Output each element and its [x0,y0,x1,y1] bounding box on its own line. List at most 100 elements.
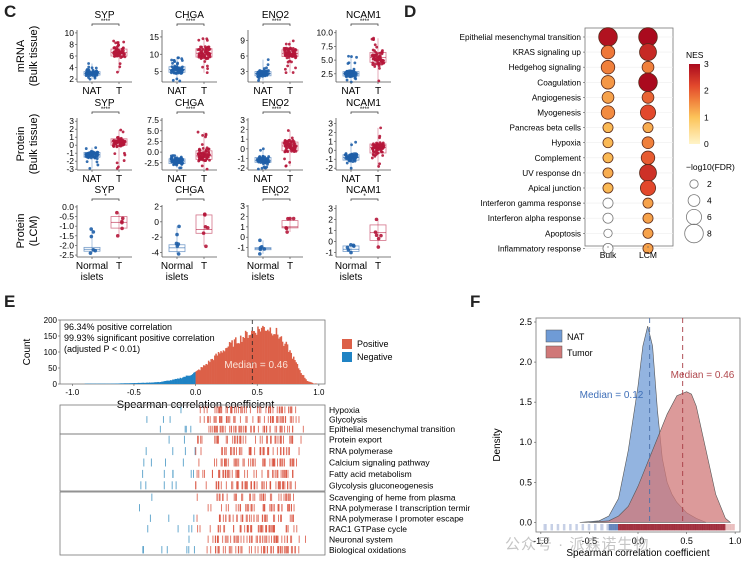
legend-swatch [545,329,563,343]
data-point [344,72,348,76]
data-point [291,47,295,50]
data-point [378,54,382,58]
x-tick-label: -0.5 [582,536,598,546]
data-point [287,42,291,46]
histogram-bar [200,367,203,384]
histogram-bar [120,383,122,384]
x-tick-label: T [375,261,381,272]
histogram-bar [167,380,169,384]
data-point [259,148,262,152]
x-tick-label: -1.0 [533,536,549,546]
y-tick-label: 7.5 [321,41,333,51]
data-point [257,159,261,163]
data-point [171,78,175,82]
legend-swatch [342,352,352,362]
y-tick-label: 3 [240,201,245,211]
histogram-bar [195,371,198,384]
y-tick-label: 1 [240,134,245,144]
histogram-bar [259,331,262,384]
data-point [373,230,378,234]
data-point [177,157,181,161]
histogram-bar [257,326,259,384]
data-point [382,59,385,63]
box [281,220,299,229]
data-point [197,38,201,42]
x-tick-label: NAT [253,86,272,97]
y-tick-label: 3 [328,118,333,128]
histogram-bar [122,383,125,384]
y-tick-label: 0 [154,217,159,227]
y-tick-label: 2.0 [519,357,532,367]
histogram-bar [221,352,223,384]
data-point [285,56,289,60]
histogram-bar [246,332,248,384]
panel-title: CHGA [175,10,204,21]
x-tick-label: Normal [76,261,108,272]
y-tick-label: 2 [154,202,159,212]
significance-bracket [176,111,205,114]
x-tick-label: T [375,174,381,185]
histogram-bar [228,342,231,384]
y-tick-label: 0.0 [147,147,159,157]
histogram-bar [264,330,267,384]
data-point [347,54,350,58]
histogram-bar [255,334,258,384]
histogram-bar [311,382,313,384]
data-point [372,38,375,42]
x-tick-label: T [201,174,207,185]
data-point [177,56,180,60]
dot [642,212,654,224]
data-point [115,46,119,49]
histogram-bar [117,383,120,384]
panel-title: ENO2 [262,98,290,109]
data-point [376,245,381,249]
histogram-bar [186,375,189,384]
data-point [350,143,353,147]
histogram-bar [136,383,138,384]
y-tick-label: 1.0 [519,437,532,447]
histogram-bar [172,379,174,384]
histogram-bar [204,365,206,384]
dot [641,136,655,150]
histogram-bar [119,383,121,384]
data-point [265,165,269,169]
histogram-bar [215,353,217,384]
data-point [170,58,174,62]
histogram-bar [307,381,310,384]
data-point [200,143,204,146]
y-tick-label: -1 [325,248,333,258]
panel-title: CHGA [175,98,204,109]
histogram-bar [291,358,294,384]
dot [639,104,656,121]
data-point [119,128,123,132]
histogram-bar [226,347,228,384]
histogram-bar [137,382,140,384]
y-tick-label: 3 [240,115,245,125]
histogram-bar [262,325,264,384]
data-point [205,225,210,230]
histogram-bar [230,342,232,384]
histogram-bar [179,377,182,384]
data-point [345,78,349,82]
data-point [380,150,384,154]
data-point [95,160,99,164]
histogram-bar [156,382,158,384]
data-point [87,76,90,79]
y-tick-label: 0 [69,140,74,150]
data-point [293,147,297,150]
data-point [113,46,117,50]
histogram-bar [216,355,219,384]
data-point [121,46,125,50]
x-tick-label: LCM [639,250,657,260]
data-point [353,61,357,65]
dot [641,91,655,104]
legend-fdr-title: −log10(FDR) [686,162,735,172]
histogram-bar [158,382,161,384]
dot [641,60,655,74]
y-tick-label: 10 [65,28,75,38]
significance-stars: **** [360,107,370,113]
histogram-bar [285,341,288,384]
data-point [345,161,349,165]
y-tick-label: -1.5 [59,231,74,241]
data-point [371,48,375,52]
